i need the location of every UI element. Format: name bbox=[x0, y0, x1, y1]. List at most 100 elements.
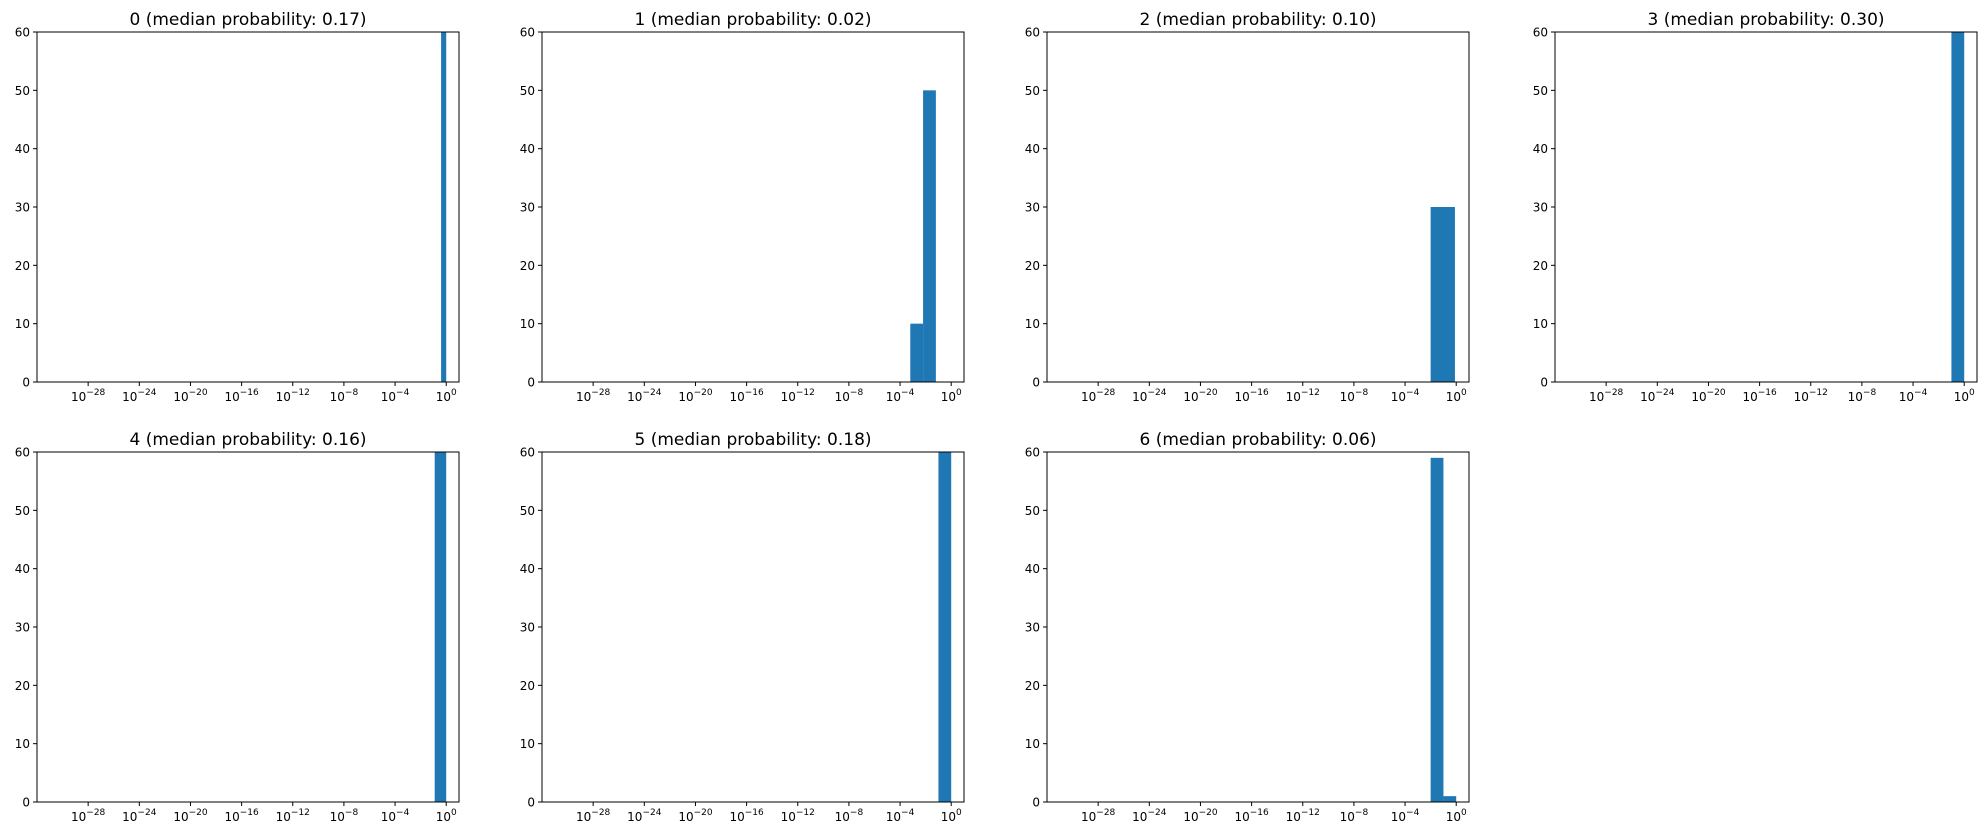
x-tick-label: 10−16 bbox=[1234, 808, 1269, 824]
histogram-bar bbox=[1951, 32, 1965, 382]
y-tick-label: 0 bbox=[22, 376, 30, 390]
x-tick-label: 10−4 bbox=[886, 808, 915, 824]
subplot-0: 0 (median probability: 0.17) 0 10 20 30 40 50 6… bbox=[15, 10, 460, 404]
axes-frame bbox=[1554, 31, 1978, 383]
y-tick-label: 40 bbox=[15, 562, 30, 576]
x-tick-label: 10−12 bbox=[1286, 808, 1320, 824]
x-tick-label: 10−12 bbox=[1794, 388, 1828, 404]
y-tick-label: 0 bbox=[1032, 796, 1040, 810]
x-tick-label: 100 bbox=[1446, 388, 1467, 404]
x-tick-label: 10−12 bbox=[276, 808, 310, 824]
y-tick-label: 10 bbox=[1025, 737, 1040, 751]
x-tick-label: 10−16 bbox=[1234, 388, 1269, 404]
x-tick-label: 100 bbox=[436, 808, 457, 824]
y-tick-label: 40 bbox=[1533, 142, 1548, 156]
y-tick-label: 50 bbox=[15, 84, 30, 98]
x-tick-label: 10−20 bbox=[173, 388, 208, 404]
x-tick-label: 10−16 bbox=[729, 388, 764, 404]
y-tick-label: 0 bbox=[527, 376, 535, 390]
y-tick-label: 60 bbox=[520, 446, 535, 460]
y-tick-label: 0 bbox=[22, 796, 30, 810]
y-tick-label: 60 bbox=[1533, 26, 1548, 40]
x-tick-label: 10−28 bbox=[1589, 388, 1624, 404]
y-tick-label: 60 bbox=[15, 26, 30, 40]
subplot-title: 0 (median probability: 0.17) bbox=[129, 10, 366, 30]
y-tick-label: 30 bbox=[520, 621, 535, 635]
x-tick-label: 10−16 bbox=[729, 808, 764, 824]
x-tick-label: 10−4 bbox=[1391, 388, 1420, 404]
x-tick-label: 10−28 bbox=[1081, 808, 1116, 824]
subplot-6: 6 (median probability: 0.06) 0 10 20 30 40 50 6… bbox=[1025, 430, 1470, 824]
axes-frame bbox=[541, 31, 965, 383]
x-tick-label: 10−24 bbox=[122, 808, 157, 824]
y-tick-label: 10 bbox=[520, 737, 535, 751]
y-tick-label: 10 bbox=[15, 317, 30, 331]
x-tick-label: 10−4 bbox=[886, 388, 915, 404]
y-tick-label: 40 bbox=[15, 142, 30, 156]
x-tick-label: 100 bbox=[1954, 388, 1975, 404]
y-tick-label: 30 bbox=[520, 201, 535, 215]
y-tick-label: 40 bbox=[520, 142, 535, 156]
x-tick-label: 10−8 bbox=[330, 808, 359, 824]
y-tick-label: 20 bbox=[15, 259, 30, 273]
x-tick-label: 100 bbox=[941, 388, 962, 404]
y-tick-label: 20 bbox=[1025, 679, 1040, 693]
y-tick-label: 20 bbox=[520, 679, 535, 693]
histogram-bar bbox=[923, 90, 936, 382]
x-tick-label: 10−20 bbox=[173, 808, 208, 824]
subplot-1: 1 (median probability: 0.02) 0 10 20 30 40 50 6… bbox=[520, 10, 965, 404]
y-tick-label: 30 bbox=[1533, 201, 1548, 215]
x-tick-label: 10−8 bbox=[1340, 388, 1369, 404]
x-tick-label: 10−24 bbox=[627, 388, 662, 404]
x-tick-label: 10−24 bbox=[627, 808, 662, 824]
x-tick-label: 10−12 bbox=[276, 388, 310, 404]
y-tick-label: 50 bbox=[1025, 84, 1040, 98]
y-tick-label: 10 bbox=[520, 317, 535, 331]
x-tick-label: 10−4 bbox=[381, 808, 410, 824]
y-tick-label: 60 bbox=[15, 446, 30, 460]
y-tick-label: 20 bbox=[520, 259, 535, 273]
subplot-title: 2 (median probability: 0.10) bbox=[1139, 10, 1376, 30]
subplot-5: 5 (median probability: 0.18) 0 10 20 30 40 50 6… bbox=[520, 430, 965, 824]
y-tick-label: 30 bbox=[15, 201, 30, 215]
x-tick-label: 10−20 bbox=[678, 808, 713, 824]
y-tick-label: 20 bbox=[1533, 259, 1548, 273]
y-tick-label: 40 bbox=[1025, 562, 1040, 576]
x-tick-label: 10−16 bbox=[1742, 388, 1777, 404]
y-tick-label: 60 bbox=[520, 26, 535, 40]
histogram-bar bbox=[434, 452, 447, 802]
x-tick-label: 10−8 bbox=[1340, 808, 1369, 824]
x-tick-label: 10−12 bbox=[781, 808, 815, 824]
y-tick-label: 30 bbox=[1025, 201, 1040, 215]
subplot-4: 4 (median probability: 0.16) 0 10 20 30 40 50 6… bbox=[15, 430, 460, 824]
subplot-title: 4 (median probability: 0.16) bbox=[129, 430, 366, 450]
x-tick-label: 10−20 bbox=[1183, 388, 1218, 404]
subplot-title: 6 (median probability: 0.06) bbox=[1139, 430, 1376, 450]
y-tick-label: 10 bbox=[1533, 317, 1548, 331]
x-tick-label: 10−4 bbox=[1391, 808, 1420, 824]
y-tick-label: 10 bbox=[15, 737, 30, 751]
x-tick-label: 10−8 bbox=[1848, 388, 1877, 404]
x-tick-label: 10−28 bbox=[576, 388, 611, 404]
x-tick-label: 10−24 bbox=[122, 388, 157, 404]
y-tick-label: 60 bbox=[1025, 446, 1040, 460]
y-tick-label: 50 bbox=[520, 84, 535, 98]
y-tick-label: 50 bbox=[15, 504, 30, 518]
x-tick-label: 10−16 bbox=[224, 808, 259, 824]
x-tick-label: 10−4 bbox=[381, 388, 410, 404]
y-tick-label: 30 bbox=[15, 621, 30, 635]
axes-frame bbox=[1046, 451, 1470, 803]
y-tick-label: 0 bbox=[527, 796, 535, 810]
y-tick-label: 0 bbox=[1032, 376, 1040, 390]
subplot-2: 2 (median probability: 0.10) 0 10 20 30 40 50 6… bbox=[1025, 10, 1470, 404]
x-tick-label: 10−20 bbox=[1183, 808, 1218, 824]
x-tick-label: 10−28 bbox=[71, 388, 106, 404]
x-tick-label: 10−20 bbox=[1691, 388, 1726, 404]
x-tick-label: 10−24 bbox=[1132, 388, 1167, 404]
x-tick-label: 10−28 bbox=[576, 808, 611, 824]
y-tick-label: 40 bbox=[520, 562, 535, 576]
x-tick-label: 100 bbox=[1446, 808, 1467, 824]
histogram-bar bbox=[910, 323, 924, 382]
x-tick-label: 10−28 bbox=[1081, 388, 1116, 404]
